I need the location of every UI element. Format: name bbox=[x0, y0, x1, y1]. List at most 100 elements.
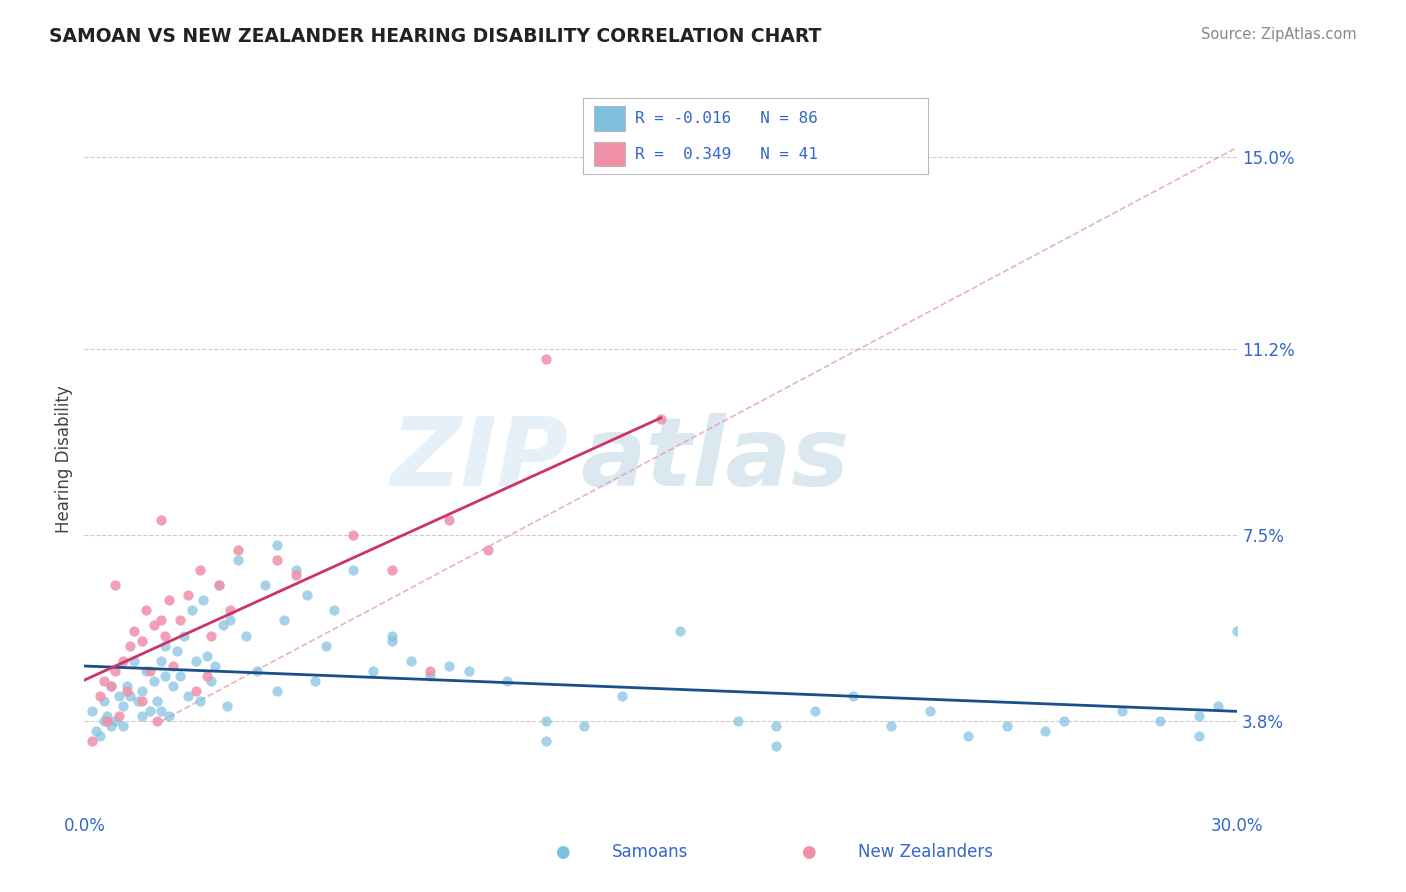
Point bbox=[166, 643, 188, 657]
Point bbox=[89, 689, 111, 703]
Point bbox=[169, 669, 191, 683]
Point bbox=[918, 704, 941, 718]
Point bbox=[193, 593, 215, 607]
Point bbox=[177, 689, 200, 703]
Point bbox=[208, 578, 231, 592]
Point bbox=[93, 694, 115, 708]
Point bbox=[381, 629, 404, 643]
Point bbox=[727, 714, 749, 728]
Point bbox=[439, 513, 461, 527]
Point bbox=[304, 673, 326, 688]
Point bbox=[124, 624, 146, 638]
Text: ●: ● bbox=[555, 843, 569, 861]
Point bbox=[235, 629, 257, 643]
Point bbox=[162, 658, 184, 673]
Point bbox=[1149, 714, 1171, 728]
Point bbox=[226, 543, 249, 558]
Point bbox=[153, 629, 176, 643]
Point bbox=[104, 714, 127, 728]
Point bbox=[111, 719, 134, 733]
Point bbox=[104, 664, 127, 678]
Point bbox=[273, 614, 295, 628]
Point bbox=[108, 709, 131, 723]
Point bbox=[153, 639, 176, 653]
Point bbox=[534, 734, 557, 748]
Point bbox=[135, 603, 157, 617]
Point bbox=[381, 563, 404, 577]
Point bbox=[419, 669, 441, 683]
Point bbox=[323, 603, 346, 617]
Y-axis label: Hearing Disability: Hearing Disability bbox=[55, 385, 73, 533]
Point bbox=[142, 618, 165, 632]
Point bbox=[399, 654, 422, 668]
Point bbox=[104, 578, 127, 592]
Point bbox=[80, 704, 103, 718]
Point bbox=[1111, 704, 1133, 718]
Point bbox=[200, 673, 222, 688]
Point bbox=[572, 719, 595, 733]
Point bbox=[142, 673, 165, 688]
Point bbox=[534, 351, 557, 366]
Point bbox=[100, 719, 122, 733]
Point bbox=[181, 603, 204, 617]
Point bbox=[89, 729, 111, 743]
Point bbox=[1188, 709, 1211, 723]
Point bbox=[135, 664, 157, 678]
Point bbox=[150, 654, 173, 668]
Point bbox=[204, 658, 226, 673]
Point bbox=[111, 654, 134, 668]
Point bbox=[188, 563, 211, 577]
Point bbox=[124, 654, 146, 668]
Point bbox=[457, 664, 479, 678]
Point bbox=[127, 694, 149, 708]
Point bbox=[162, 679, 184, 693]
Point bbox=[146, 694, 169, 708]
Point bbox=[115, 684, 138, 698]
Point bbox=[361, 664, 384, 678]
Text: ZIP: ZIP bbox=[391, 413, 568, 506]
Point bbox=[1226, 624, 1249, 638]
Point bbox=[150, 513, 173, 527]
Text: ●: ● bbox=[801, 843, 815, 861]
Point bbox=[266, 553, 288, 567]
Point bbox=[669, 624, 692, 638]
Point bbox=[1206, 699, 1229, 714]
Point bbox=[138, 664, 160, 678]
Point bbox=[284, 568, 307, 582]
Bar bbox=[593, 106, 624, 131]
Point bbox=[195, 669, 218, 683]
Point bbox=[266, 538, 288, 552]
Point bbox=[419, 664, 441, 678]
Point bbox=[219, 603, 242, 617]
Point bbox=[215, 699, 238, 714]
Point bbox=[342, 528, 364, 542]
Point bbox=[211, 618, 233, 632]
Point bbox=[173, 629, 195, 643]
Point bbox=[297, 588, 319, 602]
Point bbox=[131, 694, 153, 708]
Point bbox=[612, 689, 634, 703]
Point bbox=[842, 689, 865, 703]
Point bbox=[131, 709, 153, 723]
Point bbox=[765, 739, 787, 754]
Text: R =  0.349   N = 41: R = 0.349 N = 41 bbox=[636, 146, 818, 161]
Bar bbox=[593, 142, 624, 166]
Point bbox=[120, 639, 142, 653]
Text: Samoans: Samoans bbox=[612, 843, 688, 861]
Point bbox=[100, 679, 122, 693]
Point bbox=[342, 563, 364, 577]
Point bbox=[111, 699, 134, 714]
Point bbox=[246, 664, 269, 678]
Point bbox=[100, 679, 122, 693]
Point bbox=[157, 593, 180, 607]
Point bbox=[534, 714, 557, 728]
Point bbox=[169, 614, 191, 628]
Point bbox=[439, 658, 461, 673]
Point bbox=[226, 553, 249, 567]
Point bbox=[803, 704, 825, 718]
Point bbox=[957, 729, 980, 743]
Point bbox=[138, 704, 160, 718]
Point bbox=[131, 633, 153, 648]
Text: Source: ZipAtlas.com: Source: ZipAtlas.com bbox=[1201, 27, 1357, 42]
Point bbox=[284, 563, 307, 577]
